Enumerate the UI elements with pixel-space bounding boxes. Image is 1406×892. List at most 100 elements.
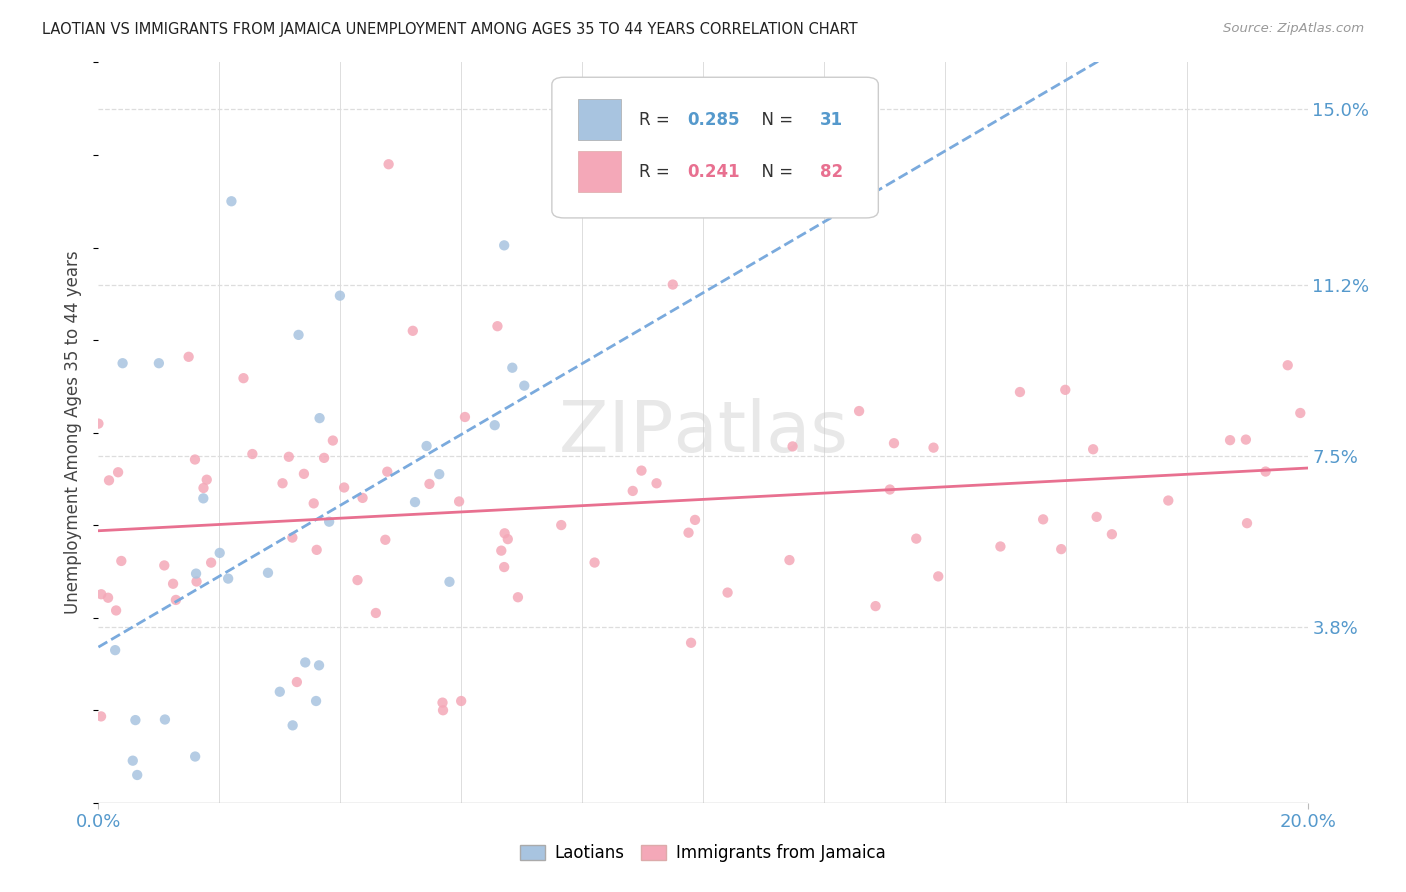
Point bbox=[87, 417, 110, 431]
Point bbox=[333, 481, 356, 495]
Point bbox=[153, 558, 176, 573]
Point bbox=[494, 560, 516, 574]
Point bbox=[449, 494, 471, 508]
Text: 31: 31 bbox=[820, 111, 844, 128]
Point bbox=[104, 643, 127, 657]
Text: ZIP​atlas: ZIP​atlas bbox=[558, 398, 848, 467]
Point bbox=[90, 587, 112, 601]
Text: R =: R = bbox=[638, 111, 675, 128]
Point bbox=[105, 603, 128, 617]
Point bbox=[232, 371, 254, 385]
Point bbox=[402, 324, 425, 338]
Point bbox=[162, 576, 184, 591]
Text: 82: 82 bbox=[820, 162, 844, 181]
Point bbox=[346, 573, 368, 587]
Point bbox=[352, 491, 374, 505]
Text: LAOTIAN VS IMMIGRANTS FROM JAMAICA UNEMPLOYMENT AMONG AGES 35 TO 44 YEARS CORREL: LAOTIAN VS IMMIGRANTS FROM JAMAICA UNEMP… bbox=[42, 22, 858, 37]
Point bbox=[1050, 542, 1073, 557]
Point bbox=[97, 591, 120, 605]
Point bbox=[621, 483, 644, 498]
Point bbox=[329, 288, 352, 302]
Point bbox=[217, 572, 239, 586]
Point bbox=[308, 658, 330, 673]
Point bbox=[491, 543, 513, 558]
Point bbox=[177, 350, 200, 364]
Point bbox=[506, 591, 529, 605]
Point bbox=[661, 277, 683, 292]
Text: 0.285: 0.285 bbox=[688, 111, 740, 128]
Point bbox=[630, 464, 652, 478]
Point bbox=[494, 526, 516, 541]
Point bbox=[865, 599, 887, 613]
Point bbox=[990, 540, 1012, 554]
Point bbox=[645, 476, 668, 491]
Point bbox=[377, 157, 399, 171]
Point bbox=[1289, 406, 1312, 420]
Point bbox=[374, 533, 396, 547]
Point bbox=[184, 566, 207, 581]
Point bbox=[450, 694, 472, 708]
Point bbox=[281, 718, 304, 732]
Point bbox=[308, 411, 330, 425]
Point bbox=[375, 465, 398, 479]
Point bbox=[454, 409, 477, 424]
Y-axis label: Unemployment Among Ages 35 to 44 years: Unemployment Among Ages 35 to 44 years bbox=[65, 251, 83, 615]
Point bbox=[269, 685, 291, 699]
Point bbox=[678, 525, 700, 540]
Point bbox=[277, 450, 299, 464]
Point bbox=[716, 585, 738, 599]
Point bbox=[107, 465, 129, 479]
Point bbox=[1254, 465, 1277, 479]
Point bbox=[1234, 433, 1257, 447]
Point bbox=[404, 495, 426, 509]
Point bbox=[496, 532, 519, 546]
Point bbox=[922, 441, 945, 455]
Point bbox=[294, 656, 316, 670]
Point bbox=[1085, 509, 1108, 524]
Point bbox=[285, 675, 308, 690]
Point bbox=[848, 404, 870, 418]
Point bbox=[184, 452, 207, 467]
Point bbox=[322, 434, 344, 448]
Point bbox=[184, 749, 207, 764]
Point bbox=[439, 574, 461, 589]
Point bbox=[305, 542, 328, 557]
Point bbox=[778, 553, 800, 567]
Point bbox=[148, 356, 170, 370]
Point bbox=[432, 696, 454, 710]
Point bbox=[427, 467, 450, 482]
Point bbox=[127, 768, 149, 782]
Point bbox=[200, 556, 222, 570]
Point bbox=[287, 327, 309, 342]
Text: Source: ZipAtlas.com: Source: ZipAtlas.com bbox=[1223, 22, 1364, 36]
Point bbox=[221, 194, 243, 209]
Point bbox=[314, 450, 336, 465]
Point bbox=[111, 356, 134, 370]
Text: R =: R = bbox=[638, 162, 675, 181]
Point bbox=[195, 473, 218, 487]
Point bbox=[415, 439, 437, 453]
Point bbox=[501, 360, 523, 375]
Point bbox=[186, 574, 208, 589]
Point bbox=[124, 713, 146, 727]
Legend: Laotians, Immigrants from Jamaica: Laotians, Immigrants from Jamaica bbox=[513, 838, 893, 869]
Point bbox=[271, 476, 294, 491]
Point bbox=[364, 606, 387, 620]
Text: 0.241: 0.241 bbox=[688, 162, 740, 181]
FancyBboxPatch shape bbox=[551, 78, 879, 218]
Text: N =: N = bbox=[751, 111, 799, 128]
Point bbox=[494, 238, 516, 252]
Point bbox=[1008, 384, 1031, 399]
Point bbox=[513, 378, 536, 392]
Point bbox=[98, 474, 121, 488]
Point bbox=[550, 518, 572, 533]
Point bbox=[153, 713, 176, 727]
Point bbox=[292, 467, 315, 481]
Point bbox=[1054, 383, 1077, 397]
Point bbox=[121, 754, 143, 768]
Point bbox=[281, 531, 304, 545]
Point bbox=[486, 319, 509, 334]
Point bbox=[683, 513, 706, 527]
FancyBboxPatch shape bbox=[578, 152, 621, 192]
Point bbox=[583, 556, 606, 570]
